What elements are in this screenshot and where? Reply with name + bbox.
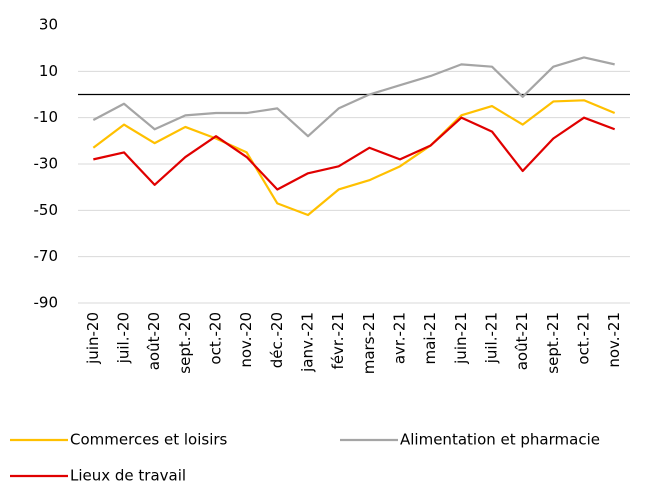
x-tick-label: août-21 [513, 312, 531, 370]
x-tick-label: nov.-20 [237, 312, 255, 368]
x-tick-label: nov.-21 [605, 312, 623, 368]
x-tick-label: août-20 [145, 312, 163, 370]
x-tick-label: déc.-20 [268, 312, 286, 368]
y-tick-label: -70 [34, 247, 59, 265]
x-tick-label: juin-20 [84, 312, 102, 365]
legend-label: Alimentation et pharmacie [400, 431, 600, 449]
x-tick-label: sept.-20 [176, 312, 194, 374]
legend-label: Commerces et loisirs [70, 431, 228, 449]
x-tick-label: juin-21 [452, 312, 470, 365]
y-tick-label: 30 [39, 16, 58, 34]
x-tick-label: sept.-21 [544, 312, 562, 374]
y-tick-label: -90 [34, 294, 59, 312]
x-tick-label: mars-21 [360, 312, 378, 374]
x-tick-label: janv.-21 [299, 312, 317, 373]
x-tick-label: avr.-21 [391, 312, 409, 364]
legend-label: Lieux de travail [70, 467, 186, 482]
x-tick-label: mai-21 [421, 312, 439, 364]
series-line [92, 99, 616, 217]
y-tick-label: -10 [34, 108, 59, 126]
x-tick-label: oct.-20 [207, 312, 225, 365]
x-tick-label: févr.-21 [329, 312, 347, 369]
x-tick-label: juil.-21 [483, 312, 501, 364]
y-tick-label: -30 [34, 155, 59, 173]
series-line [93, 116, 616, 191]
series-line [92, 56, 615, 138]
y-tick-label: -50 [34, 201, 59, 219]
x-tick-label: oct.-21 [575, 312, 593, 365]
x-tick-label: juil.-20 [115, 312, 133, 364]
y-tick-label: 10 [39, 62, 58, 80]
